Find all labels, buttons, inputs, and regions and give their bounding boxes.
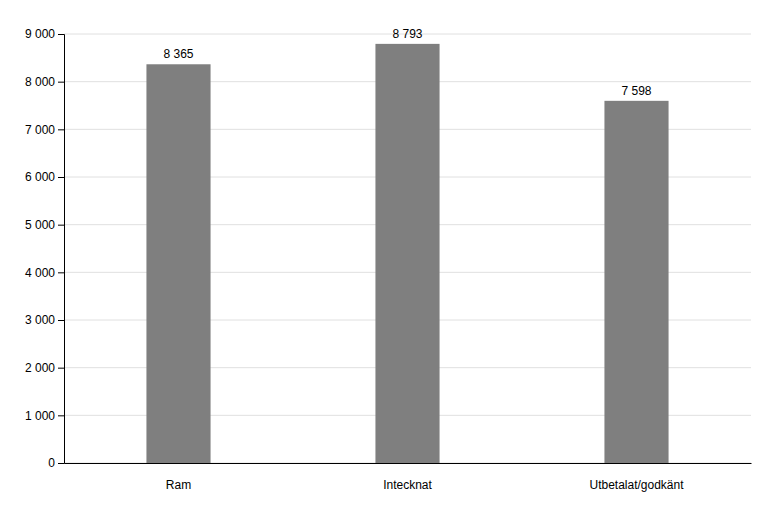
y-tick-mark <box>58 225 64 226</box>
y-tick-label: 4 000 <box>25 266 55 280</box>
data-label: 8 365 <box>163 47 193 61</box>
x-axis: Ram Intecknat Utbetalat/godkänt <box>65 464 752 492</box>
y-tick-mark <box>58 129 64 130</box>
y-tick: 3 000 <box>25 313 64 327</box>
y-tick-mark <box>58 415 64 416</box>
y-tick-label: 1 000 <box>25 409 55 423</box>
x-tick: Utbetalat/godkänt <box>589 478 684 492</box>
bar <box>375 44 439 463</box>
y-tick: 6 000 <box>25 170 64 184</box>
y-tick-label: 5 000 <box>25 218 55 232</box>
x-tick: Ram <box>166 478 191 492</box>
y-tick-mark <box>58 463 64 464</box>
y-tick: 7 000 <box>25 123 64 137</box>
y-tick: 5 000 <box>25 218 64 232</box>
y-tick: 2 000 <box>25 361 64 375</box>
y-axis: 0 1 000 2 000 3 000 4 000 5 000 6 000 7 000 8 00… <box>25 27 65 470</box>
y-tick-label: 6 000 <box>25 170 55 184</box>
y-tick-mark <box>58 34 64 35</box>
bars <box>146 44 668 463</box>
y-axis-line <box>58 35 65 464</box>
plot: 0 1 000 2 000 3 000 4 000 5 000 6 000 7 000 8 00… <box>25 27 752 492</box>
y-tick-label: 3 000 <box>25 313 55 327</box>
y-tick-mark <box>58 177 64 178</box>
y-tick-label: 8 000 <box>25 75 55 89</box>
x-tick: Intecknat <box>383 478 432 492</box>
y-tick: 0 <box>48 456 64 470</box>
y-tick: 1 000 <box>25 409 64 423</box>
chart: 0 1 000 2 000 3 000 4 000 5 000 6 000 7 000 8 00… <box>0 0 775 507</box>
y-tick-label: 9 000 <box>25 27 55 41</box>
y-tick: 8 000 <box>25 75 64 89</box>
y-tick-label: 2 000 <box>25 361 55 375</box>
x-tick-label: Utbetalat/godkänt <box>589 478 684 492</box>
x-tick-label: Ram <box>166 478 191 492</box>
bar <box>604 101 668 463</box>
y-tick-mark <box>58 320 64 321</box>
grid <box>64 34 751 463</box>
y-tick-label: 7 000 <box>25 123 55 137</box>
y-tick-mark <box>58 272 64 273</box>
y-tick-mark <box>58 368 64 369</box>
y-tick: 4 000 <box>25 266 64 280</box>
data-label: 7 598 <box>621 84 651 98</box>
y-tick-mark <box>58 82 64 83</box>
x-axis-line <box>65 463 752 464</box>
data-label: 8 793 <box>392 27 422 41</box>
x-tick-label: Intecknat <box>383 478 432 492</box>
bar <box>146 64 210 463</box>
data-labels: 8 365 8 793 7 598 <box>163 27 651 98</box>
y-tick: 9 000 <box>25 27 64 41</box>
y-tick-label: 0 <box>48 456 55 470</box>
